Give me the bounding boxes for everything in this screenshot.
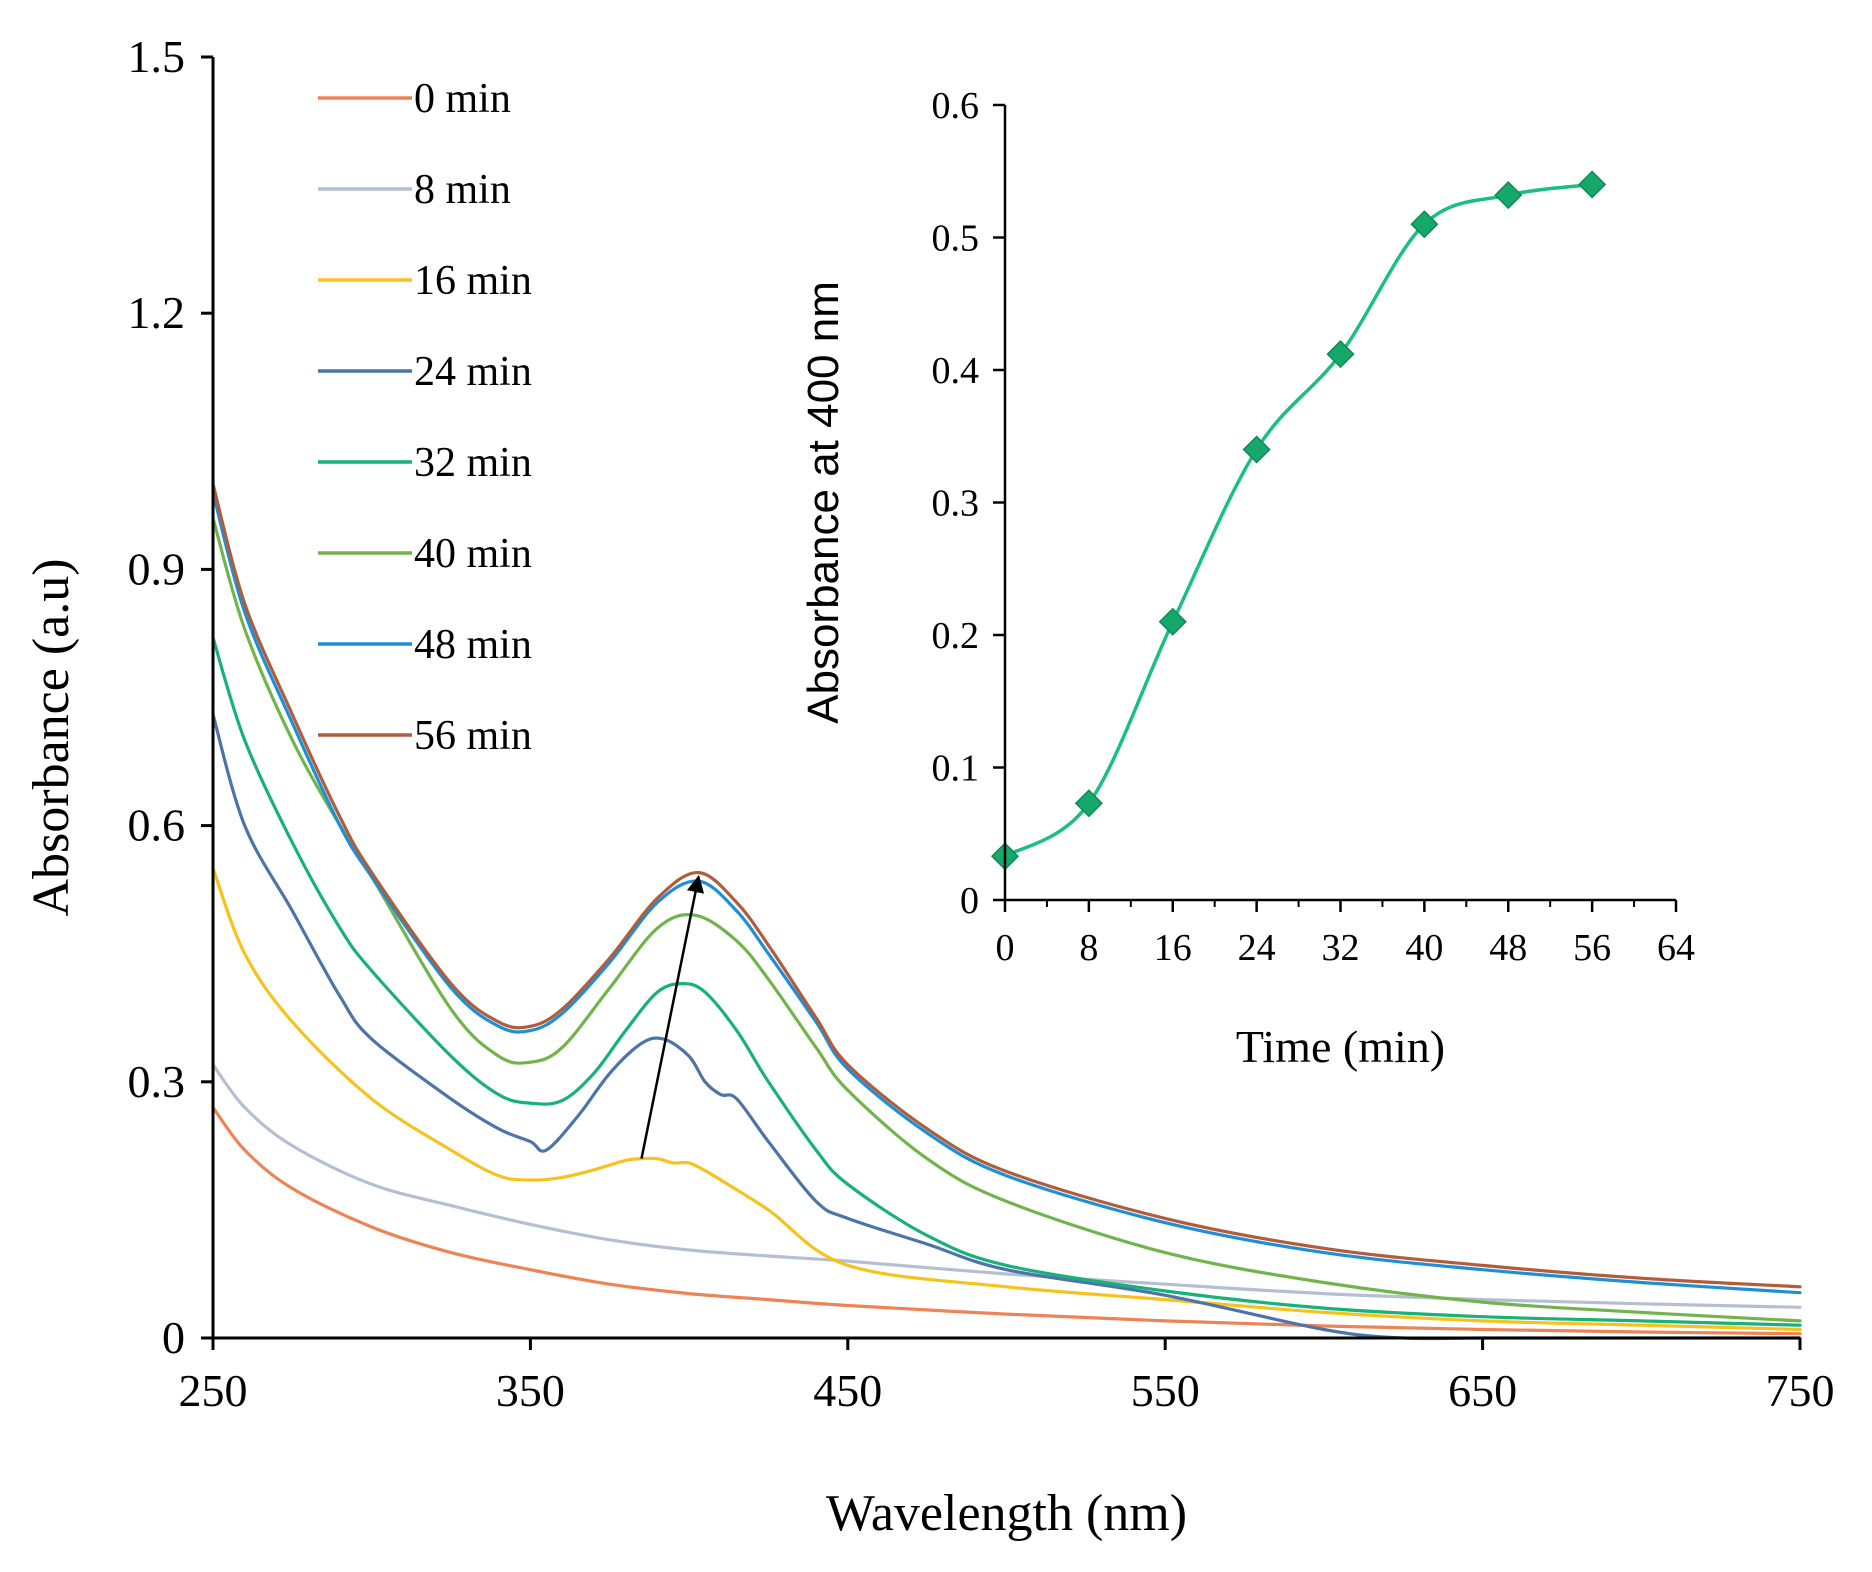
inset-y-tick-label: 0 — [960, 880, 979, 922]
legend-label: 8 min — [414, 167, 511, 213]
inset-data-marker — [1410, 210, 1439, 239]
legend-label: 0 min — [414, 76, 511, 122]
inset-chart: 0 8 16 24 32 40 48 56 64 0 0.1 0.2 0.3 0.4 0.5 0.6 Time… — [799, 85, 1695, 1072]
legend-label: 32 min — [414, 440, 532, 486]
inset-data-marker — [1578, 170, 1607, 199]
inset-y-tick-label: 0.2 — [932, 615, 980, 657]
inset-x-tick-label: 0 — [996, 927, 1015, 969]
inset-x-tick-label: 56 — [1573, 927, 1611, 969]
inset-x-tick-label: 8 — [1079, 927, 1098, 969]
inset-y-axis-title: Absorbance at 400 nm — [799, 281, 848, 724]
main-x-tick-label: 350 — [496, 1365, 565, 1416]
main-series-lines — [211, 482, 1802, 1341]
legend: 0 min 8 min 16 min 24 min 32 min 40 min 48 min… — [318, 76, 532, 759]
inset-line — [1004, 182, 1593, 858]
inset-y-tick-label: 0.6 — [932, 85, 980, 127]
inset-y-tick-label: 0.4 — [932, 350, 980, 392]
legend-label: 24 min — [414, 349, 532, 395]
inset-x-tick-label: 24 — [1238, 927, 1276, 969]
inset-x-axis-title: Time (min) — [1236, 1021, 1445, 1072]
inset-x-tick-label: 64 — [1657, 927, 1695, 969]
trend-arrow — [640, 874, 705, 1159]
legend-label: 56 min — [414, 713, 532, 759]
series-line-16-min — [211, 866, 1802, 1332]
legend-item: 16 min — [318, 258, 532, 304]
inset-x-tick-label: 40 — [1405, 927, 1443, 969]
main-x-tick-label: 750 — [1766, 1365, 1835, 1416]
legend-item: 0 min — [318, 76, 511, 122]
legend-item: 40 min — [318, 531, 532, 577]
series-line-24-min — [211, 713, 1802, 1341]
legend-item: 48 min — [318, 622, 532, 668]
inset-series-line — [990, 170, 1607, 871]
main-y-tick-label: 0 — [162, 1312, 185, 1363]
main-y-axis-title: Absorbance (a.u) — [23, 558, 80, 916]
inset-data-marker — [1242, 435, 1271, 464]
main-x-tick-label: 250 — [179, 1365, 248, 1416]
series-line-8-min — [211, 1063, 1802, 1309]
main-y-tick-label: 1.5 — [128, 31, 186, 82]
inset-x-tick-label: 16 — [1154, 927, 1192, 969]
inset-data-marker — [1158, 607, 1187, 636]
legend-label: 48 min — [414, 622, 532, 668]
series-line-32-min — [211, 636, 1802, 1327]
inset-data-marker — [1494, 181, 1523, 210]
main-ticks: 250 350 450 550 650 750 0 0.3 0.6 0.9 1.2 1.5 — [128, 31, 1835, 1416]
legend-item: 32 min — [318, 440, 532, 486]
series-line-48-min — [211, 490, 1802, 1295]
main-y-tick-label: 0.9 — [128, 543, 186, 594]
main-x-axis-title: Wavelength (nm) — [826, 1485, 1187, 1542]
main-y-tick-label: 0.6 — [128, 800, 186, 851]
series-line-56-min — [211, 482, 1802, 1289]
legend-label: 16 min — [414, 258, 532, 304]
main-chart: 250 350 450 550 650 750 0 0.3 0.6 0.9 1.2 1.5 Wavel… — [23, 31, 1835, 1542]
main-y-tick-label: 1.2 — [128, 287, 186, 338]
main-y-tick-label: 0.3 — [128, 1056, 186, 1107]
inset-data-marker — [1074, 789, 1103, 818]
legend-label: 40 min — [414, 531, 532, 577]
main-x-tick-label: 650 — [1448, 1365, 1517, 1416]
legend-item: 24 min — [318, 349, 532, 395]
inset-y-tick-label: 0.3 — [932, 483, 980, 525]
main-x-tick-label: 550 — [1131, 1365, 1200, 1416]
inset-data-marker — [1326, 340, 1355, 369]
main-x-tick-label: 450 — [813, 1365, 882, 1416]
legend-item: 56 min — [318, 713, 532, 759]
inset-ticks: 0 8 16 24 32 40 48 56 64 0 0.1 0.2 0.3 0.4 0.5 0.6 — [932, 85, 1696, 969]
series-line-0-min — [211, 1105, 1802, 1336]
inset-y-tick-label: 0.5 — [932, 218, 980, 260]
inset-y-tick-label: 0.1 — [932, 748, 980, 790]
inset-x-tick-label: 32 — [1322, 927, 1360, 969]
legend-item: 8 min — [318, 167, 511, 213]
inset-x-tick-label: 48 — [1489, 927, 1527, 969]
